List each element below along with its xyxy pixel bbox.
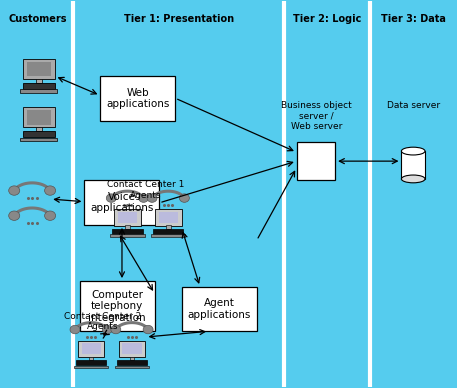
Bar [37, 127, 42, 131]
Bar [153, 229, 184, 234]
Bar [115, 365, 149, 368]
Bar [81, 343, 101, 354]
Circle shape [9, 211, 20, 220]
Bar [100, 76, 175, 121]
Circle shape [45, 211, 56, 220]
Bar [21, 89, 58, 93]
Bar [122, 343, 142, 354]
Circle shape [180, 194, 189, 202]
Bar [23, 83, 55, 89]
Bar [85, 180, 159, 225]
Text: Business object
server /
Web server: Business object server / Web server [281, 101, 352, 131]
Bar [117, 360, 147, 365]
Text: Tier 3: Data: Tier 3: Data [381, 14, 446, 24]
Circle shape [143, 325, 153, 334]
Bar [76, 360, 106, 365]
Ellipse shape [401, 147, 425, 155]
Circle shape [147, 194, 157, 202]
Bar [297, 142, 335, 180]
Circle shape [102, 325, 112, 334]
Bar [74, 365, 108, 368]
Circle shape [45, 186, 56, 195]
Text: Tier 1: Presentation: Tier 1: Presentation [124, 14, 234, 24]
Text: Computer
telephony
integration: Computer telephony integration [88, 289, 146, 323]
Bar [112, 229, 143, 234]
Text: Contact Center 1
Agents: Contact Center 1 Agents [107, 180, 184, 200]
Bar [80, 281, 154, 331]
Bar [166, 225, 170, 229]
Bar [159, 212, 178, 223]
Bar [125, 225, 130, 229]
Bar [78, 341, 105, 357]
Text: Agent
applications: Agent applications [187, 298, 251, 320]
Bar [119, 341, 145, 357]
Bar [27, 62, 51, 76]
Ellipse shape [401, 175, 425, 183]
Text: Tier 2: Logic: Tier 2: Logic [293, 14, 361, 24]
Text: Data server: Data server [387, 101, 440, 110]
Bar [151, 234, 186, 237]
Circle shape [111, 325, 121, 334]
Bar [23, 131, 55, 137]
Bar [89, 357, 93, 360]
Bar [118, 212, 137, 223]
Bar [155, 209, 181, 225]
Bar [37, 79, 42, 83]
Bar [27, 110, 51, 125]
Bar [401, 151, 425, 179]
Text: Web
applications: Web applications [106, 88, 169, 109]
Text: Customers: Customers [8, 14, 67, 24]
Bar [23, 59, 55, 79]
Circle shape [9, 186, 20, 195]
Text: Contact Center 2
Agents: Contact Center 2 Agents [64, 312, 141, 331]
Circle shape [70, 325, 80, 334]
Bar [114, 209, 141, 225]
Bar [182, 287, 257, 331]
Circle shape [106, 194, 116, 202]
Bar [110, 234, 144, 237]
Bar [130, 357, 134, 360]
Circle shape [138, 194, 149, 202]
Bar [23, 107, 55, 127]
Text: Voice
applications: Voice applications [90, 192, 154, 213]
Bar [21, 138, 58, 141]
